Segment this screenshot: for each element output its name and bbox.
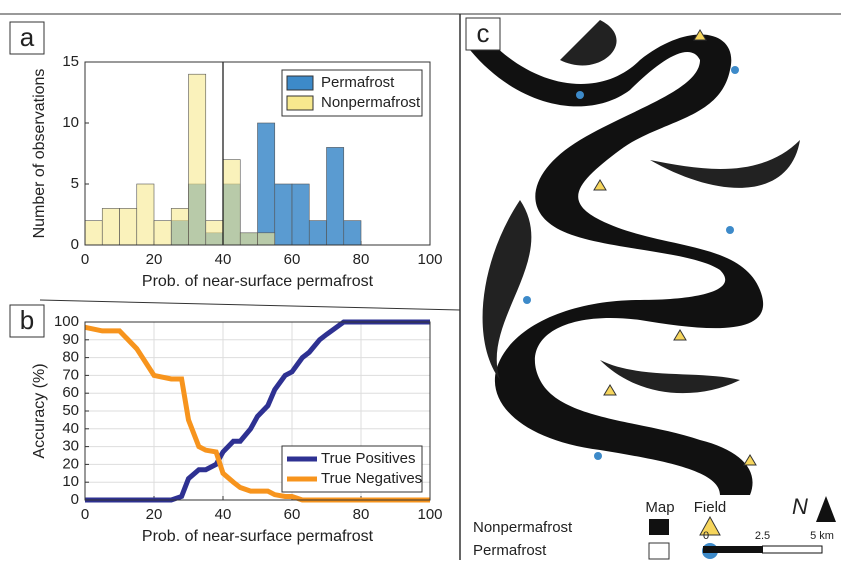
field-triangle — [673, 329, 687, 341]
legend-label: True Positives — [321, 450, 415, 467]
y-tick-label: 90 — [62, 331, 79, 348]
x-tick-label: 20 — [146, 506, 163, 523]
y-tick-label: 50 — [62, 402, 79, 419]
bar — [188, 73, 207, 246]
field-circle — [726, 226, 734, 234]
y-tick-label: 60 — [62, 384, 79, 401]
bar — [291, 183, 310, 246]
legend-swatch — [649, 519, 669, 535]
field-circle — [523, 296, 531, 304]
bar — [84, 220, 103, 246]
field-triangle — [743, 454, 757, 466]
scale-label: 2.5 — [755, 530, 770, 542]
x-axis-label: Prob. of near-surface permafrost — [142, 273, 374, 290]
x-tick-label: 40 — [215, 251, 232, 268]
panel-label: b — [20, 305, 34, 335]
bar — [119, 208, 138, 246]
bar — [274, 183, 293, 246]
y-tick-label: 0 — [71, 491, 79, 508]
bar — [257, 232, 276, 246]
bar — [136, 183, 155, 246]
legend-triangle — [699, 515, 721, 536]
bar — [153, 220, 172, 246]
legend-box — [281, 445, 423, 493]
panel-label-box — [9, 304, 45, 338]
bar — [170, 208, 189, 246]
y-tick-label: 100 — [54, 313, 79, 330]
bar — [205, 220, 224, 246]
y-tick-label: 10 — [62, 114, 79, 131]
field-circle — [576, 91, 584, 99]
legend-label: Nonpermafrost — [473, 519, 573, 536]
river — [470, 30, 764, 495]
panel-label-box — [9, 21, 45, 55]
legend-label: Permafrost — [473, 542, 547, 559]
legend-swatch — [286, 75, 314, 91]
y-tick-label: 70 — [62, 366, 79, 383]
x-tick-label: 60 — [284, 251, 301, 268]
legend-label: Nonpermafrost — [321, 94, 421, 111]
bar — [257, 122, 276, 246]
legend-swatch — [286, 95, 314, 111]
x-tick-label: 100 — [417, 251, 442, 268]
y-tick-label: 15 — [62, 53, 79, 70]
panel-label: c — [477, 18, 490, 48]
north-label: N — [792, 494, 808, 519]
y-tick-label: 10 — [62, 473, 79, 490]
y-tick-label: 80 — [62, 349, 79, 366]
plot-frame — [84, 61, 431, 246]
bar — [343, 220, 362, 246]
y-tick-label: 20 — [62, 455, 79, 472]
x-tick-label: 60 — [284, 506, 301, 523]
y-axis-label: Accuracy (%) — [31, 363, 48, 458]
x-tick-label: 0 — [81, 251, 89, 268]
bar — [308, 220, 327, 246]
legend-label: Permafrost — [321, 74, 395, 91]
north-arrow — [816, 496, 836, 522]
divider — [39, 299, 461, 311]
scale-segment — [762, 545, 823, 554]
x-tick-label: 80 — [353, 506, 370, 523]
field-triangle — [603, 384, 617, 396]
y-tick-label: 5 — [71, 175, 79, 192]
bar — [326, 147, 345, 246]
y-tick-label: 30 — [62, 438, 79, 455]
legend-header: Field — [694, 499, 727, 516]
scale-segment — [703, 546, 763, 553]
y-tick-label: 40 — [62, 420, 79, 437]
legend-header: Map — [645, 499, 674, 516]
y-tick-label: 0 — [71, 236, 79, 253]
plot-frame — [84, 321, 431, 501]
x-tick-label: 40 — [215, 506, 232, 523]
field-triangle — [693, 29, 707, 41]
scale-label: 5 km — [810, 530, 834, 542]
x-axis-label: Prob. of near-surface permafrost — [142, 528, 374, 545]
x-tick-label: 100 — [417, 506, 442, 523]
panel-label-box — [465, 17, 501, 51]
bar — [222, 159, 241, 246]
scale-bar: 0 2.5 5 km — [703, 530, 834, 554]
y-axis-label: Number of observations — [31, 69, 48, 239]
field-circle — [594, 452, 602, 460]
bar — [239, 232, 258, 246]
bar — [101, 208, 120, 246]
panel-label: a — [20, 22, 35, 52]
x-tick-label: 20 — [146, 251, 163, 268]
x-tick-label: 0 — [81, 506, 89, 523]
legend-label: True Negatives — [321, 470, 422, 487]
map — [465, 16, 841, 496]
legend-swatch — [648, 542, 670, 560]
field-triangle — [593, 179, 607, 191]
scale-label: 0 — [703, 530, 709, 542]
field-circle — [731, 66, 739, 74]
x-tick-label: 80 — [353, 251, 370, 268]
